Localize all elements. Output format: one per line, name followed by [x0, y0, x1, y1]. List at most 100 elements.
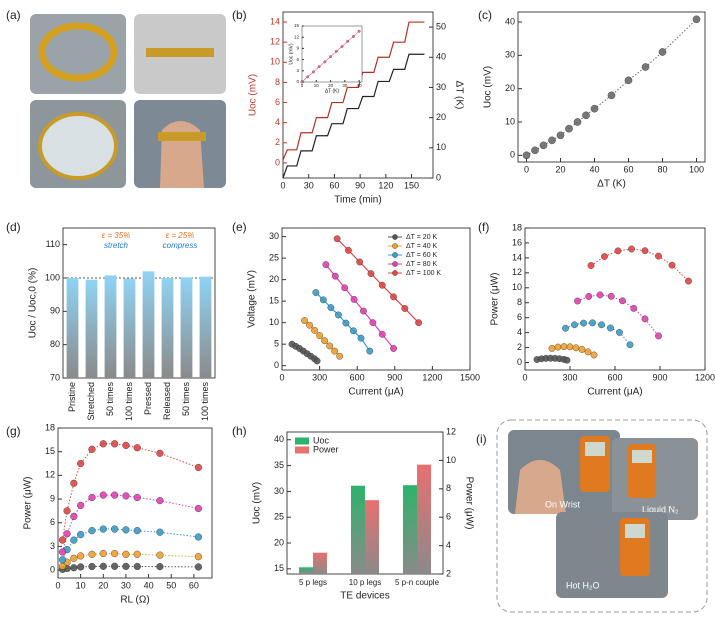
marker — [378, 281, 386, 289]
x-tick-label: 5 p-n couple — [395, 578, 440, 587]
x-tick-label: 100 times — [200, 382, 210, 422]
marker — [357, 334, 365, 342]
marker — [531, 146, 539, 155]
x-tick-label: 40 — [144, 580, 154, 590]
marker — [88, 527, 96, 535]
x-tick-label: 600 — [350, 372, 365, 382]
y-axis-label: Voltage (mV) — [247, 270, 258, 328]
marker — [352, 35, 355, 38]
y-tick-label: 3 — [50, 541, 55, 551]
y2-tick-label: 20 — [436, 112, 446, 122]
marker — [77, 530, 85, 539]
legend-marker — [392, 252, 398, 258]
x-tick-label: 60 — [329, 180, 339, 190]
x-tick-label: 0 — [524, 164, 529, 174]
series-line — [526, 18, 697, 156]
marker — [641, 63, 650, 71]
marker — [598, 321, 605, 329]
bar — [123, 278, 136, 378]
marker — [624, 76, 633, 85]
marker — [317, 65, 321, 69]
y-tick-label: 6 — [50, 517, 55, 527]
legend-marker — [392, 243, 398, 249]
photo-caption: On Wrist — [545, 499, 580, 509]
plot-frame — [281, 227, 471, 371]
x-tick-label: 30 — [342, 83, 348, 88]
marker — [574, 297, 581, 305]
marker — [156, 528, 164, 536]
marker — [539, 141, 548, 150]
x-tick-label: 900 — [652, 372, 667, 382]
marker — [357, 29, 361, 33]
marker — [122, 441, 130, 449]
marker — [655, 252, 662, 260]
y-tick-label: 90 — [50, 306, 60, 316]
x-tick-label: 300 — [562, 372, 577, 382]
y-axis-label: Uoc / Uoc,0 (%) — [28, 268, 39, 339]
y-tick-label: 0 — [50, 564, 55, 574]
marker — [607, 91, 616, 100]
y-tick-label: 15 — [269, 296, 279, 306]
marker — [63, 507, 71, 515]
y-tick-label: 8 — [517, 297, 522, 307]
y2-tick-label: 12 — [446, 426, 456, 436]
marker — [111, 562, 119, 570]
y-tick-label: 2 — [275, 137, 280, 147]
y-tick-label: 10 — [269, 317, 279, 327]
y-tick-label: 15 — [274, 563, 284, 573]
marker — [587, 262, 595, 269]
marker — [655, 332, 662, 340]
plot-frame — [301, 25, 363, 83]
x-tick-label: 10 — [76, 580, 86, 590]
x-tick-label: 50 times — [181, 382, 191, 417]
marker — [692, 15, 701, 24]
marker — [301, 317, 308, 324]
x-tick-label: 10 — [314, 83, 320, 88]
marker — [331, 347, 339, 355]
marker — [626, 341, 634, 349]
marker — [614, 247, 622, 255]
y-tick-label: 20 — [505, 83, 515, 93]
marker — [415, 319, 423, 327]
marker — [345, 246, 352, 254]
marker — [329, 55, 332, 59]
y-tick-label: 25 — [274, 512, 284, 522]
marker — [585, 293, 593, 300]
marker — [133, 493, 141, 502]
marker — [319, 296, 327, 304]
x-tick-label: Pristine — [67, 382, 77, 412]
marker — [333, 235, 341, 243]
marker — [356, 258, 364, 266]
y-axis-label: Power (μW) — [490, 273, 501, 326]
legend-label: Uoc — [313, 435, 330, 445]
y-tick-label: 12 — [512, 267, 522, 277]
marker — [88, 445, 96, 453]
y-tick-label: 12 — [45, 470, 55, 480]
y-tick-label: 4 — [275, 117, 280, 127]
bar — [66, 278, 79, 378]
y-tick-label: 30 — [274, 486, 284, 496]
y-tick-label: 70 — [50, 372, 60, 382]
marker — [360, 307, 367, 315]
x-tick-label: 100 times — [124, 382, 134, 422]
y-axis-label: Uoc (mV) — [288, 43, 294, 64]
y-tick-label: 110 — [46, 239, 60, 249]
bar — [180, 277, 193, 378]
marker — [566, 343, 574, 351]
bar — [350, 485, 365, 574]
x-tick-label: 60 — [623, 164, 633, 174]
marker — [326, 342, 334, 350]
y-tick-label: 6 — [296, 57, 299, 62]
marker — [658, 48, 667, 56]
marker — [111, 549, 119, 558]
y-axis-label: Power (μW) — [23, 477, 34, 530]
annotation: stretch — [104, 241, 129, 250]
legend-label: ΔT = 20 K — [406, 234, 438, 241]
y-tick-label: 2 — [517, 342, 522, 352]
y2-tick-label: 30 — [436, 82, 446, 92]
x-tick-label: 40 — [357, 83, 363, 88]
y-tick-label: 30 — [505, 50, 515, 60]
y-tick-label: 0 — [275, 157, 280, 167]
bar — [298, 567, 313, 574]
x-tick-label: 60 — [189, 580, 199, 590]
